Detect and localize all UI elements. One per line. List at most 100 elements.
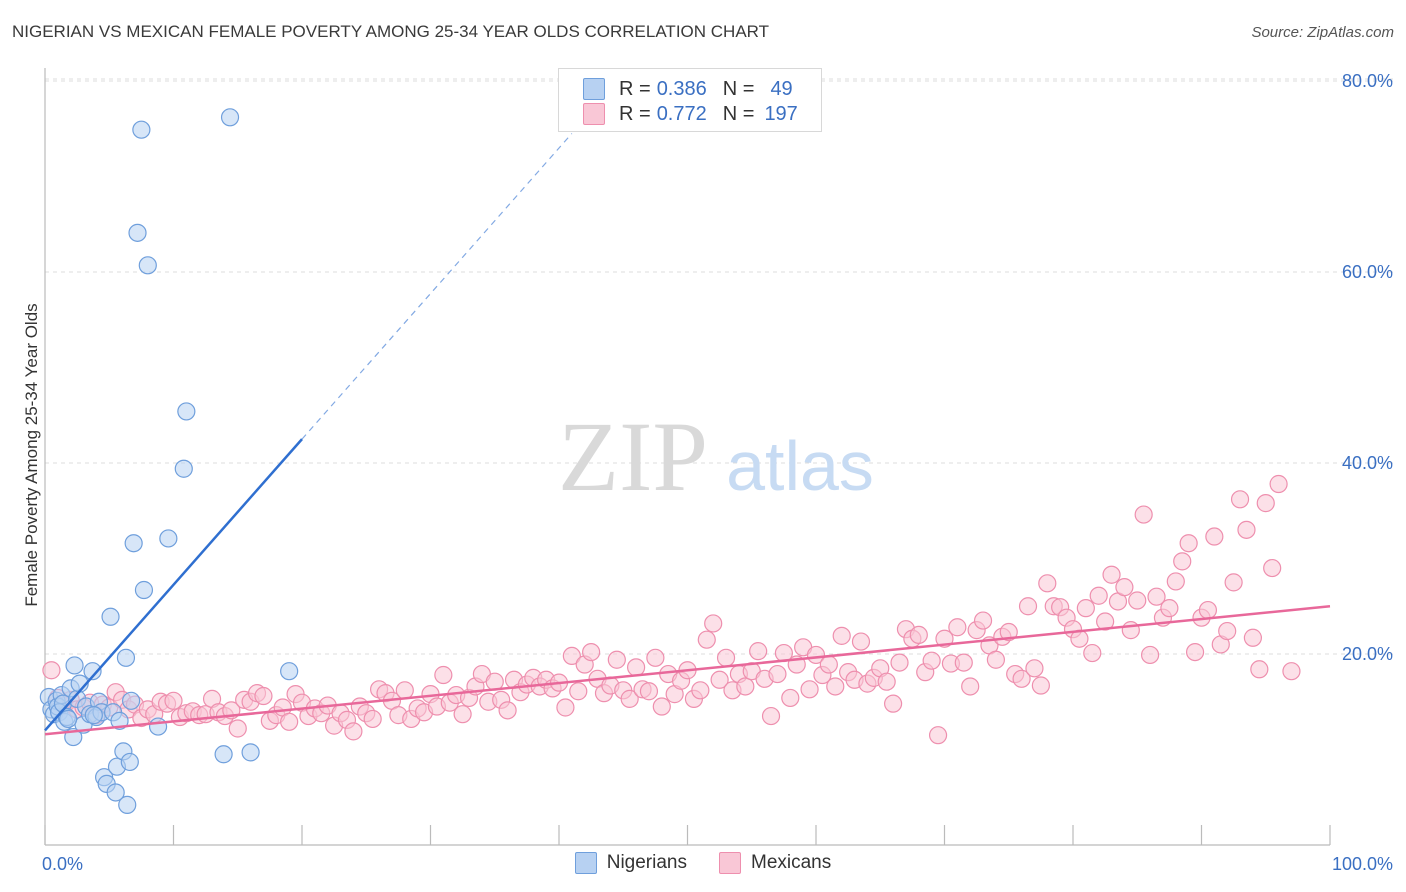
mexicans-point	[1243, 628, 1263, 647]
mexicans-point	[1160, 599, 1179, 618]
mexicans-point	[954, 653, 973, 672]
n-label: N =	[722, 102, 755, 125]
nigerians-trend-extension	[301, 133, 573, 440]
mexicans-point	[228, 719, 247, 738]
mexicans-point	[1096, 612, 1115, 631]
mexicans-point	[164, 691, 183, 710]
mexicans-point	[1115, 578, 1134, 597]
nigerians-point	[241, 743, 260, 762]
mexicans-point	[1237, 520, 1256, 539]
mexicans-point	[620, 689, 639, 708]
mexicans-point	[922, 651, 941, 670]
series-legend: Nigerians Mexicans	[0, 852, 1406, 874]
nigerians-point	[214, 745, 233, 764]
mexicans-point	[1140, 645, 1160, 665]
nigerians-point	[220, 108, 240, 127]
mexicans-point	[1179, 534, 1198, 553]
mexicans-point	[948, 618, 967, 637]
series-mexicans	[42, 474, 1301, 745]
mexicans-point	[569, 682, 588, 701]
mexicans-point	[1025, 659, 1044, 678]
mexicans-r-value: 0.772	[656, 102, 707, 125]
mexicans-point	[761, 706, 781, 726]
mexicans-point	[691, 681, 710, 700]
mexicans-point	[1121, 621, 1140, 640]
mexicans-point	[819, 655, 838, 674]
mexicans-point	[1038, 574, 1057, 593]
mexicans-point	[652, 697, 671, 716]
mexicans-point	[1230, 490, 1250, 509]
mexicans-point	[986, 650, 1006, 669]
mexicans-point	[1218, 621, 1237, 641]
nigerians-n-value: 49	[770, 77, 793, 100]
mexicans-swatch	[583, 103, 605, 125]
mexicans-point	[716, 648, 736, 667]
mexicans-point	[806, 645, 826, 665]
nigerians-point	[101, 607, 120, 626]
mexicans-point	[1250, 660, 1269, 679]
mexicans-point	[1256, 494, 1275, 513]
mexicans-point	[1128, 591, 1147, 610]
legend-row-nigerians: R = 0.386 N = 49	[583, 77, 793, 101]
mexicans-point	[1282, 662, 1301, 681]
source-label: Source: ZipAtlas.com	[1251, 24, 1394, 41]
mexicans-point	[768, 664, 787, 684]
nigerians-point	[120, 752, 139, 772]
x-tick-label: 100.0%	[1332, 854, 1393, 874]
mexicans-point	[1173, 552, 1192, 571]
gridlines	[45, 78, 1393, 655]
mexicans-n-value: 197	[764, 102, 798, 125]
nigerians-swatch	[583, 78, 605, 100]
nigerians-point	[124, 534, 143, 553]
mexicans-point	[883, 694, 903, 713]
mexicans-point	[280, 712, 299, 731]
nigerians-point	[280, 662, 299, 681]
y-axis-title: Female Poverty Among 25-34 Year Olds	[22, 303, 41, 607]
x-tick-label: 0.0%	[42, 854, 83, 874]
mexicans-point	[1263, 558, 1282, 578]
mexicans-point	[1185, 642, 1205, 662]
nigerians-swatch	[574, 852, 597, 874]
mexicans-point	[1224, 573, 1243, 592]
mexicans-point	[832, 626, 851, 645]
mexicans-point	[877, 672, 896, 691]
mexicans-point	[961, 677, 980, 696]
mexicans-point	[395, 681, 414, 700]
chart-title: NIGERIAN VS MEXICAN FEMALE POVERTY AMONG…	[12, 22, 770, 41]
mexicans-point	[1205, 527, 1224, 546]
nigerians-point	[84, 706, 103, 725]
mexicans-point	[1076, 599, 1095, 618]
legend-item-nigerians[interactable]: Nigerians	[574, 852, 687, 874]
nigerians-point	[118, 795, 137, 814]
mexicans-point	[928, 726, 948, 745]
mexicans-point	[736, 677, 755, 696]
mexicans-point	[1012, 669, 1031, 688]
mexicans-point	[890, 653, 909, 672]
n-label: N =	[722, 77, 755, 100]
mexicans-point	[254, 686, 273, 706]
mexicans-point	[973, 611, 993, 630]
correlation-legend: R = 0.386 N = 49 R = 0.772 N = 197	[558, 68, 822, 132]
mexicans-point	[556, 698, 575, 717]
legend-item-mexicans[interactable]: Mexicans	[719, 852, 831, 874]
mexicans-point	[1198, 600, 1218, 620]
nigerians-point	[148, 717, 168, 736]
mexicans-point	[1018, 597, 1038, 616]
legend-row-mexicans: R = 0.772 N = 197	[583, 102, 798, 126]
mexicans-point	[800, 680, 819, 699]
mexicans-point	[639, 682, 659, 701]
r-label: R =	[619, 102, 651, 125]
mexicans-point	[1166, 572, 1185, 591]
mexicans-point	[434, 665, 453, 685]
legend-label-nigerians: Nigerians	[606, 852, 687, 873]
watermark-zip: ZIP	[558, 401, 708, 512]
mexicans-point	[453, 705, 472, 724]
y-tick-label: 80.0%	[1342, 71, 1393, 91]
y-tick-label: 20.0%	[1342, 644, 1393, 664]
nigerians-point	[83, 662, 102, 681]
r-label: R =	[619, 77, 651, 100]
mexicans-point	[42, 661, 61, 680]
mexicans-swatch	[719, 852, 741, 874]
mexicans-point	[363, 709, 382, 729]
mexicans-point	[697, 630, 716, 649]
